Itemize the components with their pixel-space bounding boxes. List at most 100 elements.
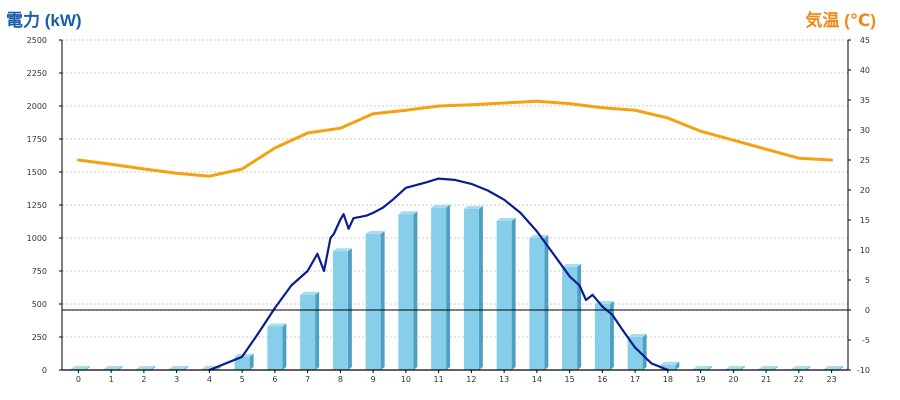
bar bbox=[234, 356, 250, 370]
x-tick-label: 11 bbox=[434, 375, 444, 384]
x-tick-label: 4 bbox=[207, 375, 212, 384]
bar bbox=[398, 214, 414, 370]
right-tick-label: 15 bbox=[860, 216, 870, 225]
grid-lines bbox=[62, 39, 848, 338]
x-tick-label: 6 bbox=[272, 375, 277, 384]
x-tick-label: 2 bbox=[141, 375, 146, 384]
bar-top bbox=[693, 366, 713, 369]
bar bbox=[463, 208, 479, 370]
bar-top bbox=[496, 217, 516, 221]
x-tick-label: 19 bbox=[696, 375, 706, 384]
bar-side bbox=[642, 334, 647, 370]
left-tick-label: 1000 bbox=[27, 234, 47, 243]
bar bbox=[562, 267, 578, 370]
x-tick-label: 22 bbox=[794, 375, 804, 384]
bar-top bbox=[791, 366, 811, 369]
x-tick-label: 9 bbox=[371, 375, 376, 384]
right-tick-label: -10 bbox=[857, 366, 870, 375]
x-tick-label: 1 bbox=[109, 375, 114, 384]
bar-series bbox=[70, 204, 844, 370]
bar bbox=[529, 238, 545, 370]
left-tick-label: 1500 bbox=[27, 168, 47, 177]
bar-top bbox=[824, 366, 844, 369]
bar-side bbox=[708, 366, 713, 370]
x-tick-label: 13 bbox=[499, 375, 509, 384]
x-tick-label: 7 bbox=[305, 375, 310, 384]
right-tick-label: -5 bbox=[862, 336, 870, 345]
bar-side bbox=[446, 204, 451, 370]
bar-top bbox=[758, 366, 778, 369]
x-tick-label: 17 bbox=[630, 375, 640, 384]
right-tick-label: 0 bbox=[865, 306, 870, 315]
x-tick-label: 12 bbox=[466, 375, 476, 384]
bar bbox=[267, 326, 283, 370]
bar-top bbox=[267, 323, 287, 327]
left-tick-label: 500 bbox=[32, 300, 47, 309]
tick-labels: 02505007501000125015001750200022502500-1… bbox=[27, 36, 870, 384]
bar-top bbox=[365, 231, 385, 235]
bar-top bbox=[70, 366, 90, 369]
x-tick-label: 21 bbox=[761, 375, 771, 384]
right-tick-label: 25 bbox=[860, 156, 870, 165]
bar bbox=[627, 337, 643, 370]
bar bbox=[431, 207, 447, 370]
bar bbox=[365, 234, 381, 370]
bar-top bbox=[398, 211, 418, 215]
bar-side bbox=[773, 366, 778, 370]
x-tick-label: 8 bbox=[338, 375, 343, 384]
bar bbox=[332, 251, 348, 370]
bar-side bbox=[347, 248, 352, 370]
bar-side bbox=[315, 291, 320, 370]
x-tick-label: 10 bbox=[401, 375, 411, 384]
power-line bbox=[208, 177, 670, 372]
bar-side bbox=[249, 353, 254, 370]
left-tick-label: 2250 bbox=[27, 69, 47, 78]
bar-top bbox=[529, 235, 549, 238]
bar bbox=[300, 294, 316, 370]
x-tick-label: 14 bbox=[532, 375, 542, 384]
bar-side bbox=[839, 366, 844, 370]
bar-side bbox=[184, 366, 189, 370]
bar-side bbox=[380, 231, 385, 370]
x-tick-label: 23 bbox=[827, 375, 837, 384]
bar-side bbox=[282, 323, 287, 370]
right-axis-title: 気温 (℃) bbox=[805, 11, 876, 30]
right-tick-label: 20 bbox=[860, 186, 870, 195]
bar bbox=[660, 364, 676, 370]
bar bbox=[496, 220, 512, 370]
bar-top bbox=[431, 204, 451, 208]
bar-side bbox=[511, 217, 516, 370]
bar-top bbox=[463, 205, 483, 209]
x-tick-label: 20 bbox=[728, 375, 738, 384]
bar-side bbox=[85, 366, 90, 370]
axes bbox=[59, 39, 851, 373]
left-tick-label: 250 bbox=[32, 333, 47, 342]
bar-top bbox=[169, 366, 189, 369]
left-tick-label: 1750 bbox=[27, 135, 47, 144]
bar-side bbox=[740, 366, 745, 370]
right-tick-label: 45 bbox=[860, 36, 870, 45]
x-tick-label: 5 bbox=[240, 375, 245, 384]
x-tick-label: 18 bbox=[663, 375, 673, 384]
left-axis-title: 電力 (kW) bbox=[6, 11, 82, 30]
left-tick-label: 2000 bbox=[27, 102, 47, 111]
right-tick-label: 10 bbox=[860, 246, 870, 255]
bar-top bbox=[103, 366, 123, 369]
left-tick-label: 2500 bbox=[27, 36, 47, 45]
bar-top bbox=[627, 334, 647, 337]
bar-side bbox=[544, 235, 549, 370]
right-tick-label: 5 bbox=[865, 276, 870, 285]
temperature-line bbox=[76, 99, 834, 178]
bar-side bbox=[806, 366, 811, 370]
bar-side bbox=[413, 211, 418, 370]
bar-side bbox=[118, 366, 123, 370]
bar-top bbox=[332, 248, 352, 252]
bar-side bbox=[675, 361, 680, 370]
bar bbox=[594, 304, 610, 370]
bar-top bbox=[136, 366, 156, 369]
right-tick-label: 35 bbox=[860, 96, 870, 105]
bar-side bbox=[216, 366, 221, 370]
right-tick-label: 30 bbox=[860, 126, 870, 135]
left-tick-label: 750 bbox=[32, 267, 47, 276]
